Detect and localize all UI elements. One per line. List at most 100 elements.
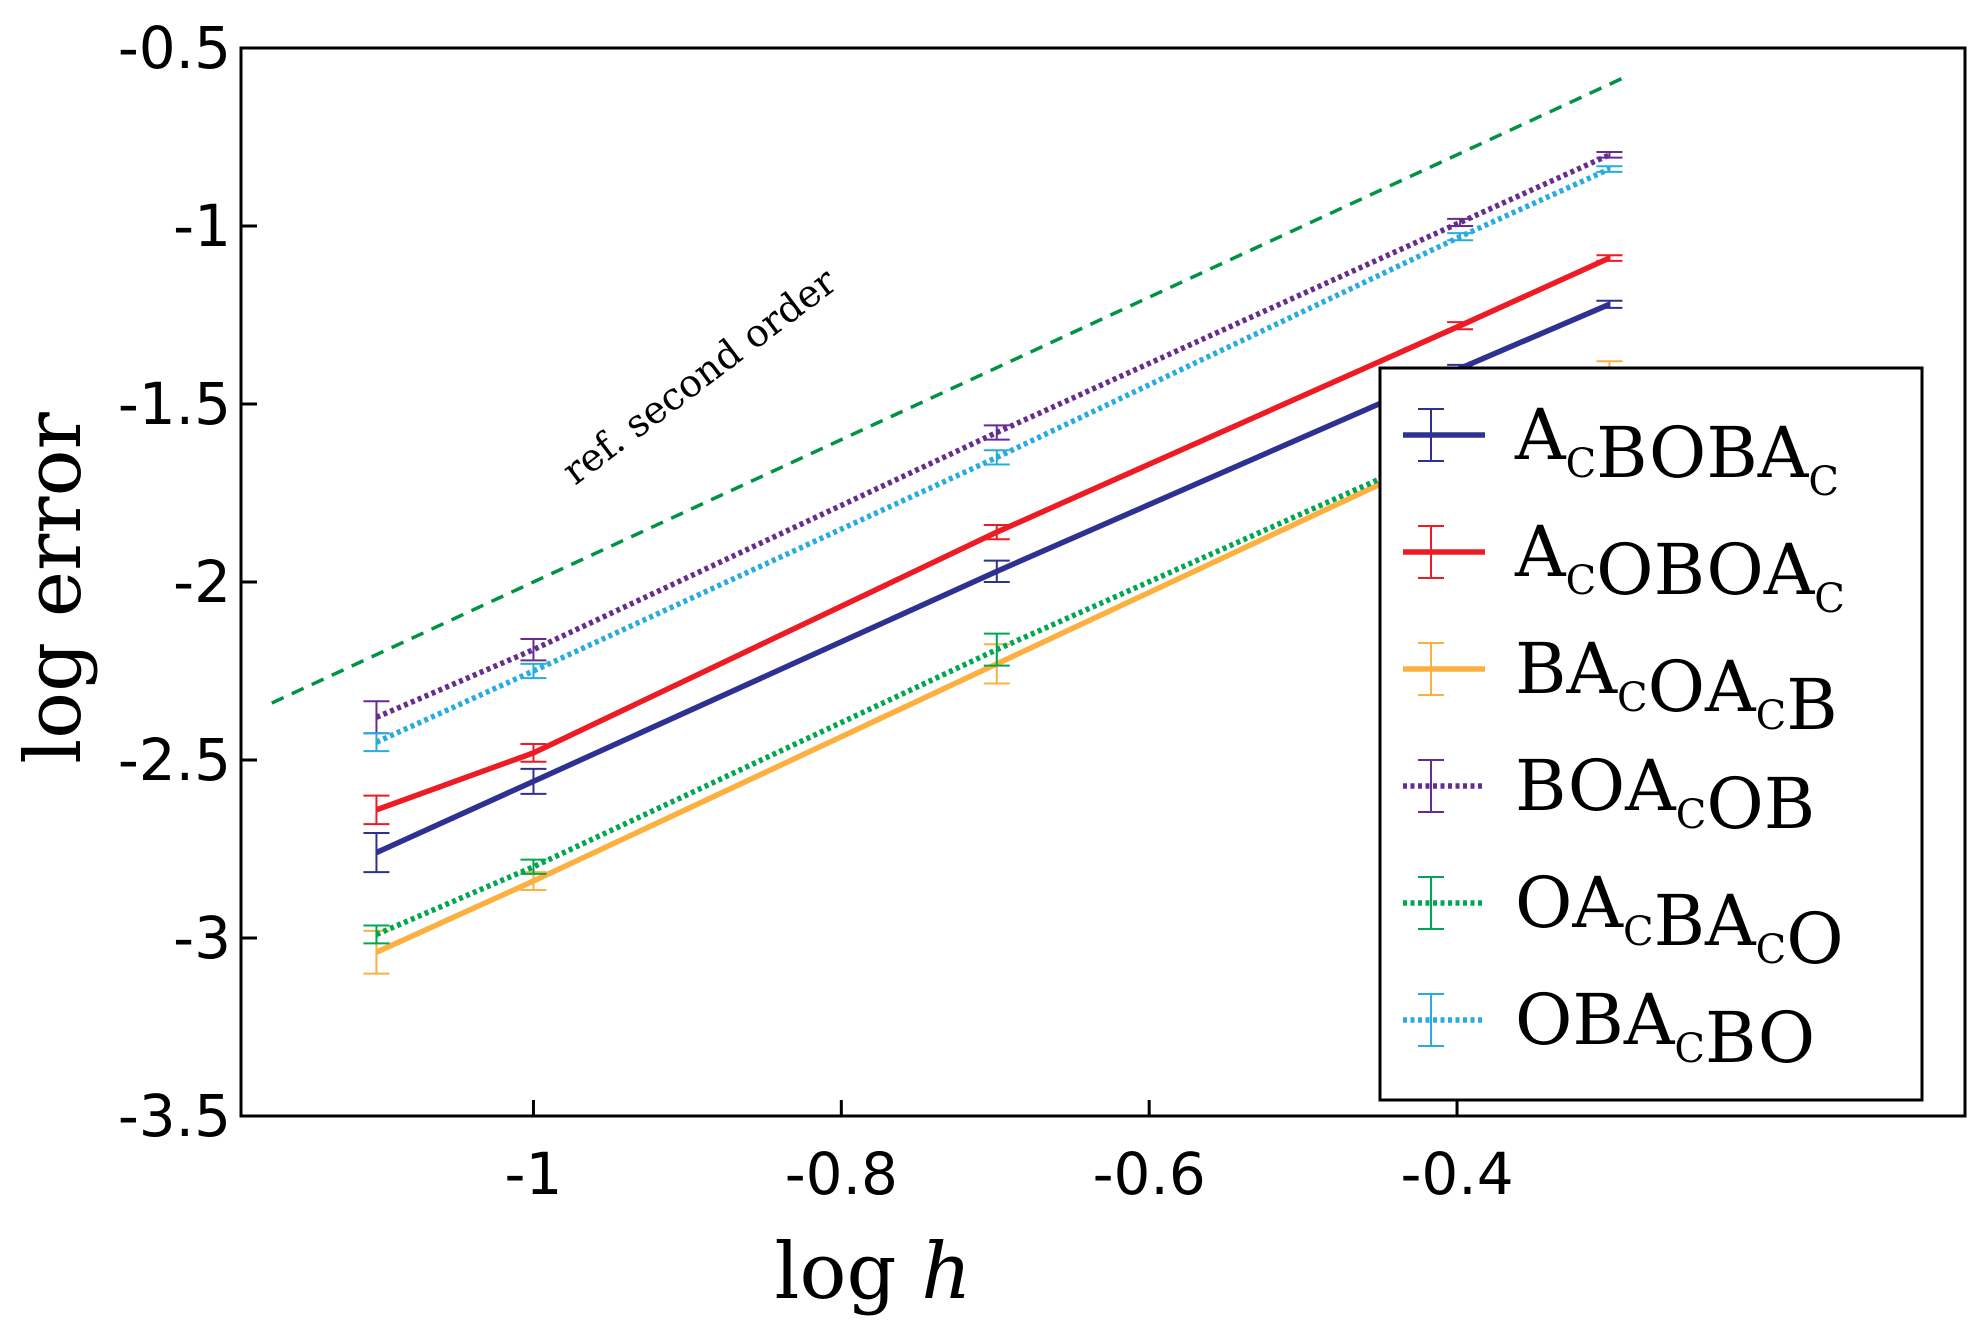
error-bar bbox=[363, 732, 390, 753]
y-tick-label: -0.5 bbox=[118, 14, 231, 82]
error-bar bbox=[520, 858, 547, 875]
y-tick-label: -2 bbox=[173, 548, 231, 616]
reference-layer bbox=[271, 74, 1628, 705]
legend-letter: B bbox=[1654, 880, 1705, 962]
legend-letter: B bbox=[1786, 664, 1837, 746]
error-bar bbox=[1596, 299, 1623, 309]
legend-box bbox=[1378, 366, 1924, 1102]
error-bar bbox=[1596, 254, 1623, 262]
legend-label: OBACBO bbox=[1515, 979, 1815, 1079]
legend-label: OACBACO bbox=[1515, 862, 1844, 980]
error-bar bbox=[363, 831, 390, 874]
error-bar bbox=[983, 524, 1010, 541]
legend-letter: O bbox=[1515, 862, 1572, 944]
legend-letter: B bbox=[1515, 745, 1568, 827]
legend-letter: O bbox=[1649, 412, 1706, 494]
legend-item-OACBACO: OACBACO bbox=[1403, 862, 1844, 980]
error-bar bbox=[983, 632, 1010, 667]
x-tick-label: -0.8 bbox=[785, 1140, 898, 1208]
legend-letter: A bbox=[1624, 745, 1677, 827]
legend-letter: A bbox=[1571, 862, 1624, 944]
legend-label: ACOBOAC bbox=[1514, 511, 1845, 622]
legend-subscript: C bbox=[1623, 909, 1654, 955]
legend-swatch-errorbar bbox=[1418, 642, 1444, 696]
error-bar bbox=[983, 559, 1010, 583]
x-axis-label-prefix: log bbox=[775, 1227, 897, 1317]
legend-swatch-errorbar bbox=[1418, 759, 1444, 813]
legend-letter: O bbox=[1706, 763, 1763, 845]
legend-letter: B bbox=[1596, 412, 1649, 494]
legend-subscript: C bbox=[1674, 1026, 1705, 1072]
error-bar bbox=[1447, 217, 1474, 227]
legend-letter: B bbox=[1706, 412, 1757, 494]
legend-letter: O bbox=[1786, 898, 1843, 980]
legend-letter: B bbox=[1654, 529, 1707, 611]
error-bar bbox=[983, 424, 1010, 441]
legend-letter: O bbox=[1515, 979, 1572, 1061]
error-bar bbox=[983, 449, 1010, 466]
legend-item-BOACOB: BOACOB bbox=[1403, 745, 1815, 845]
y-axis-label: log error bbox=[9, 411, 99, 763]
x-tick-label: -1 bbox=[505, 1140, 563, 1208]
legend-subscript: C bbox=[1566, 558, 1597, 604]
x-tick-label: -0.4 bbox=[1400, 1140, 1513, 1208]
series-ACOBOAC bbox=[363, 254, 1623, 826]
legend-letter: A bbox=[1623, 979, 1676, 1061]
legend-letter: A bbox=[1514, 511, 1567, 593]
legend-subscript: C bbox=[1617, 675, 1648, 721]
legend-subscript: C bbox=[1756, 693, 1787, 739]
legend-swatch-errorbar bbox=[1418, 876, 1444, 930]
error-bar bbox=[1447, 321, 1474, 331]
legend-letter: A bbox=[1704, 646, 1757, 728]
legend-label: ACBOBAC bbox=[1514, 394, 1839, 505]
y-tick-label: -3.5 bbox=[118, 1082, 231, 1150]
error-bar bbox=[363, 700, 390, 735]
error-bar bbox=[520, 662, 547, 680]
legend-letter: A bbox=[1757, 412, 1810, 494]
legend-subscript: C bbox=[1566, 441, 1597, 487]
x-tick-label: -0.6 bbox=[1093, 1140, 1206, 1208]
error-bar bbox=[363, 924, 390, 945]
error-bar bbox=[1596, 165, 1623, 173]
legend-label: BOACOB bbox=[1515, 745, 1815, 845]
series-BOACOB bbox=[363, 150, 1623, 735]
legend-item-ACOBOAC: ACOBOAC bbox=[1403, 511, 1845, 622]
legend-letter: A bbox=[1704, 880, 1757, 962]
error-bar bbox=[520, 767, 547, 795]
legend-letter: B bbox=[1705, 997, 1758, 1079]
y-tick-label: -1 bbox=[173, 192, 231, 260]
legend-letter: O bbox=[1758, 997, 1815, 1079]
error-bar bbox=[1447, 232, 1474, 242]
reference-line bbox=[271, 74, 1628, 705]
legend-subscript: C bbox=[1814, 576, 1845, 622]
legend-subscript: C bbox=[1756, 927, 1787, 973]
y-tick-label: -2.5 bbox=[118, 726, 231, 794]
error-bar bbox=[520, 742, 547, 763]
error-bar bbox=[363, 794, 390, 826]
legend-letter: B bbox=[1572, 979, 1623, 1061]
series-OBACBO bbox=[363, 165, 1623, 753]
tick-layer: -1 -0.8 -0.6 -0.4 -0.5 -1 -1.5 -2 -2.5 -3 -3.5 bbox=[118, 14, 1514, 1208]
legend-item-ACBOBAC: ACBOBAC bbox=[1403, 394, 1839, 505]
legend-label: BACOACB bbox=[1515, 628, 1838, 746]
error-bar bbox=[1596, 150, 1623, 159]
legend-swatch-errorbar bbox=[1418, 993, 1444, 1047]
legend-letter: O bbox=[1568, 745, 1625, 827]
legend-letter: O bbox=[1706, 529, 1763, 611]
legend-swatch-errorbar bbox=[1418, 525, 1444, 579]
legend-letter: A bbox=[1514, 394, 1567, 476]
legend-letter: O bbox=[1648, 646, 1705, 728]
legend-subscript: C bbox=[1808, 459, 1839, 505]
x-axis-label-variable: h bbox=[921, 1227, 971, 1317]
legend-letter: B bbox=[1515, 628, 1566, 710]
legend-letter: O bbox=[1596, 529, 1653, 611]
legend-letter: B bbox=[1764, 763, 1815, 845]
y-tick-label: -1.5 bbox=[118, 370, 231, 438]
x-axis-label: log h bbox=[775, 1227, 972, 1317]
legend-item-OBACBO: OBACBO bbox=[1403, 979, 1815, 1079]
legend-letter: A bbox=[1763, 529, 1816, 611]
error-bar bbox=[520, 637, 547, 662]
legend-subscript: C bbox=[1676, 792, 1707, 838]
